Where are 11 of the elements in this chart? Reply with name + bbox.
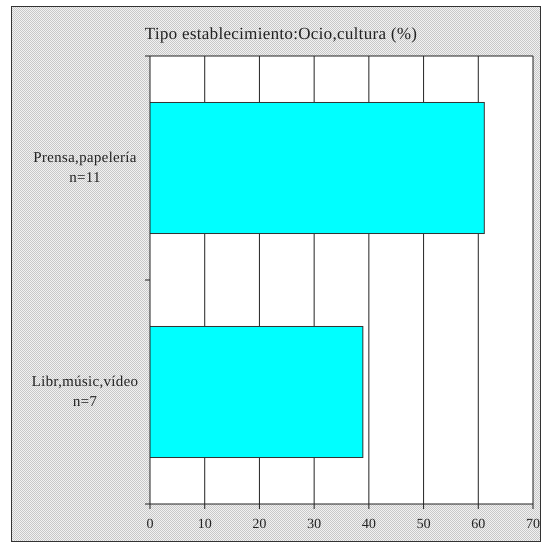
y-tick-label: Libr,músic,vídeo n=7 — [32, 374, 138, 410]
x-tick-label: 0 — [146, 517, 154, 532]
x-tick-label: 40 — [362, 517, 376, 532]
y-tick-label: Prensa,papelería n=11 — [33, 150, 137, 186]
x-tick-label: 70 — [526, 517, 540, 532]
x-tick-label: 20 — [252, 517, 266, 532]
x-tick-label: 30 — [307, 517, 322, 532]
x-tick-label: 10 — [198, 517, 212, 532]
x-tick-label: 50 — [416, 517, 431, 532]
x-tick-label: 60 — [471, 517, 486, 532]
chart-title: Tipo establecimiento:Ocio,cultura (%) — [144, 24, 418, 43]
